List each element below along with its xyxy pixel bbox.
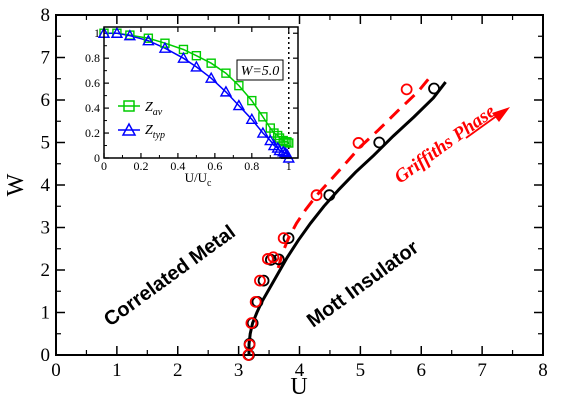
inset-y-tick-label: 1 <box>94 26 100 40</box>
y-tick-label: 1 <box>41 303 51 324</box>
inset-x-tick-label: 0.4 <box>170 159 185 173</box>
ztyp-point <box>264 134 277 146</box>
inset-x-axis-title: U/Uc <box>185 170 212 189</box>
ztyp-point <box>232 99 246 111</box>
zav-point <box>247 95 257 106</box>
inset-x-tick-label: 0.8 <box>244 159 259 173</box>
inset-x-tick-label: 0.6 <box>207 159 222 173</box>
y-tick-label: 0 <box>41 345 51 366</box>
boundary-point-black <box>428 82 440 95</box>
ztyp-point <box>177 51 190 63</box>
inset-y-tick-label: 0.6 <box>85 76 100 90</box>
correlated-metal-label: Correlated Metal <box>100 221 240 331</box>
y-tick-label: 6 <box>41 90 51 111</box>
boundary-point-black <box>282 232 295 245</box>
boundary-point-red <box>249 295 262 308</box>
boundary-point-black <box>272 253 285 266</box>
legend-ztyp-marker <box>121 122 137 136</box>
x-tick-label: 5 <box>356 360 366 381</box>
inset-markers <box>97 26 295 163</box>
inset-y-tick-label: 0.8 <box>85 51 100 65</box>
boundary-point-red <box>352 137 365 149</box>
boundary-point-red <box>310 189 323 202</box>
zav-point <box>284 138 294 148</box>
boundary-point-red <box>254 274 266 287</box>
boundary-point-red <box>267 251 280 264</box>
boundary-point-black <box>323 189 336 202</box>
ztyp-point <box>278 146 292 158</box>
x-tick-label: 7 <box>477 360 487 381</box>
y-tick-label: 5 <box>41 133 51 154</box>
main-axis-tick-labels: 0 1 2 3 4 5 6 7 8 0 1 2 3 4 5 6 7 8 <box>41 5 548 381</box>
zav-point <box>160 38 170 48</box>
legend-zav-marker <box>123 100 135 112</box>
inset-x-tick-label: 0.2 <box>133 159 148 173</box>
boundary-point-red <box>277 232 290 245</box>
ztyp-point <box>142 34 155 46</box>
ztyp-point <box>245 112 258 125</box>
y-tick-label: 7 <box>41 48 51 69</box>
griffiths-arrow-shaft <box>465 114 499 139</box>
ztyp-point <box>256 126 270 138</box>
zav-point <box>282 137 292 147</box>
y-tick-label: 4 <box>41 175 51 196</box>
ztyp-point <box>158 41 172 53</box>
zav-point <box>143 33 154 43</box>
x-tick-label: 4 <box>295 360 305 381</box>
main-axis-ticks <box>55 14 544 356</box>
x-tick-label: 8 <box>538 360 548 381</box>
boundary-point-red <box>261 253 274 265</box>
zav-point <box>258 112 268 122</box>
legend-ztyp-label: Ztyp <box>145 123 165 141</box>
inset-frame <box>103 26 299 159</box>
x-tick-label: 1 <box>112 360 122 381</box>
x-axis-title: U <box>290 374 307 400</box>
zav-point <box>206 58 216 68</box>
inset-axis-tick-labels: 0 0.2 0.4 0.6 0.8 1 0 0.2 0.4 0.6 0.8 1 <box>85 26 292 173</box>
ztyp-point <box>110 26 124 38</box>
zav-point <box>234 80 244 91</box>
y-tick-label: 2 <box>41 260 51 281</box>
inset-y-tick-label: 0 <box>94 151 100 165</box>
griffiths-phase-label: Griffiths Phase <box>391 100 500 188</box>
griffiths-arrow-head <box>492 107 510 122</box>
boundary-point-black <box>373 136 386 149</box>
zav-point <box>221 68 231 78</box>
boundary-point-red <box>243 338 256 351</box>
x-tick-label: 0 <box>51 360 61 381</box>
main-markers <box>242 82 440 361</box>
inset-w-box <box>236 59 284 81</box>
inset-y-tick-label: 0.4 <box>85 101 100 115</box>
ztyp-point <box>123 29 137 41</box>
metal-insulator-boundary-line <box>247 81 447 355</box>
boundary-point-red <box>400 83 413 96</box>
x-tick-label: 3 <box>234 360 244 381</box>
x-tick-label: 6 <box>417 360 427 381</box>
y-axis-title: W <box>3 173 29 196</box>
zav-point <box>191 50 202 61</box>
boundary-point-red <box>245 317 258 330</box>
inset-x-tick-label: 0 <box>101 159 107 173</box>
zav-point <box>272 130 283 141</box>
y-tick-label: 3 <box>41 218 51 239</box>
x-tick-label: 2 <box>173 360 183 381</box>
y-tick-label: 8 <box>41 5 51 26</box>
ztyp-point <box>219 85 233 97</box>
ztyp-point <box>204 71 218 83</box>
inset-w-label: W=5.0 <box>241 64 280 79</box>
legend-zav-label: Zav <box>145 100 163 118</box>
inset-legend: Zav Ztyp <box>118 100 165 141</box>
ztyp-point <box>190 60 203 72</box>
boundary-point-black <box>257 274 270 287</box>
inset-y-tick-label: 0.2 <box>85 126 100 140</box>
mott-insulator-label: Mott Insulator <box>303 236 423 332</box>
inset-x-tick-label: 1 <box>286 159 292 173</box>
